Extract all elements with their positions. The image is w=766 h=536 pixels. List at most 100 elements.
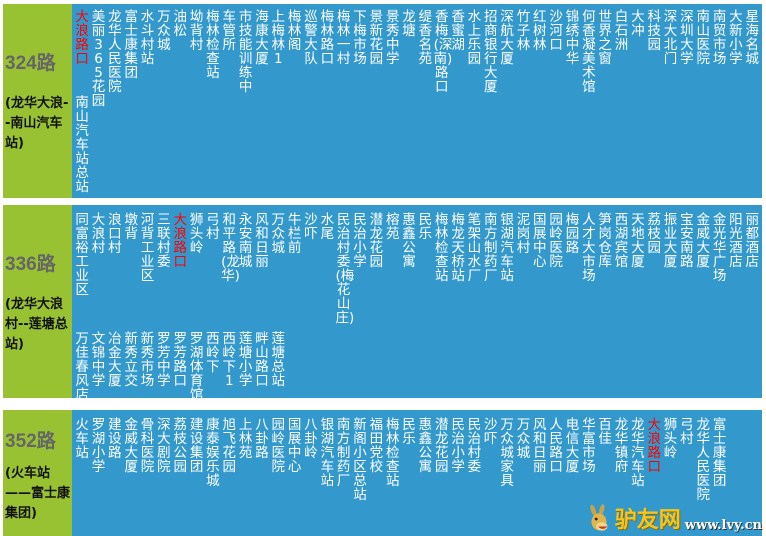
stop: 富士康集团 [712, 417, 727, 489]
route-stops: 同富裕工业区大浪村浪口村墩背河背工业区三联村委大浪路口狮头岭弓村和平路 (龙 华) 永… [72, 205, 762, 402]
logo-text: 驴友网 [614, 508, 681, 533]
stop-line: 同富裕工业区大浪村浪口村墩背河背工业区三联村委大浪路口狮头岭弓村和平路 (龙 华) 永… [74, 213, 760, 325]
stop: 南山医院 [696, 9, 710, 67]
stop: 梅林检查站 [385, 417, 400, 489]
stop: 天地大厦 [631, 212, 645, 270]
stop: 水斗村站 [140, 9, 155, 67]
stop: 骨科医院 [140, 417, 155, 475]
stop-line: 南山汽车站总站 [74, 96, 90, 194]
stop: 水上乐园 [467, 9, 482, 67]
stop: 市技能训练中 [238, 9, 253, 95]
stop: 文锦中学 [91, 331, 106, 389]
watermark-logo: 驴友网 www.lvy.cn [587, 504, 762, 534]
stop: 景新花园 [369, 9, 384, 67]
stop: 和平路 (龙 华) [221, 212, 240, 284]
stop: 龙华人民医院 [696, 417, 710, 503]
stop: 梅林检查站 [434, 212, 449, 284]
route-description: (火车站——富士康集团) [5, 466, 71, 521]
stop: 车管所 [222, 9, 237, 53]
stop: 红树林 [533, 9, 547, 53]
stop: 八卦路 [255, 417, 269, 461]
stop: 民乐 [418, 212, 433, 242]
route-number: 336路 [5, 254, 56, 275]
stop: 冶金大厦 [108, 331, 122, 389]
stop: 罗芳路口 [173, 331, 187, 389]
stop: 八卦岭 [304, 417, 318, 461]
route-description: (龙华大浪村--莲塘总站) [5, 297, 68, 352]
stop: 万众城家具 [500, 417, 514, 489]
stop: 景秀中学 [385, 9, 400, 67]
stop: 南山汽车站总站 [75, 95, 89, 195]
stop: 福田党校 [369, 417, 384, 475]
route-header: 324路 (龙华大浪--南山汽车站) [3, 4, 72, 198]
stop: 富士康集团 [124, 9, 138, 81]
stop: 巡警大队 [304, 9, 318, 67]
stop: 竹子林 [516, 9, 531, 53]
stop: 深大剧院 [157, 417, 171, 475]
stop: 油松 [173, 9, 187, 39]
stop: 银湖汽车站 [500, 212, 514, 284]
stop: 香梅 (深 南) 路口 [433, 9, 453, 95]
stop: 世界之窗 [598, 9, 612, 67]
stop: 龙华镇府 [614, 417, 629, 475]
stop: 锦绣中华 [565, 9, 580, 67]
stop: 水尾 [320, 212, 335, 242]
stop: 罗湖小学 [91, 417, 106, 475]
stop: 金光华广场 [712, 212, 727, 284]
stop: 何香凝美术馆 [582, 9, 596, 95]
stop: 南方制药厂 [484, 212, 498, 284]
stop: 笋岗仓库 [598, 212, 612, 270]
route-number: 324路 [5, 53, 56, 74]
stop: 潜龙花园 [434, 417, 449, 475]
stop: 永安南城 [238, 212, 253, 270]
stop: 牛栏前 [287, 212, 302, 256]
stop: 振业大厦 [663, 212, 678, 270]
stop: 弓村 [680, 417, 694, 447]
stop: 坳背村 [189, 9, 204, 53]
route-header: 352路 (火车站——富士康集团) [3, 410, 72, 536]
stop-highlighted: 大浪路口 [75, 9, 89, 67]
stop: 荔枝园 [647, 212, 661, 256]
stop: 荔枝公园 [173, 417, 187, 475]
stop: 丽都酒店 [745, 212, 760, 270]
stop: 国展中心 [533, 212, 547, 270]
stop: 康泰娱乐城 [206, 417, 220, 489]
route-stops: 火车站罗湖小学建设路金威大厦骨科医院深大剧院荔枝公园建设集团康泰娱乐城旭飞花园上… [72, 410, 762, 536]
stop: 惠鑫公寓 [418, 417, 433, 475]
stop: 浪口村 [108, 212, 122, 256]
stop: 榕苑 [385, 212, 400, 242]
stop: 狮头岭 [189, 212, 204, 256]
stop: 梅林路口 [320, 9, 335, 67]
stop: 梅龙天桥站 [451, 212, 465, 284]
stop: 招商银行大厦 [484, 9, 498, 95]
stop: 畔山路口 [255, 331, 269, 389]
stop: 海康大厦 [255, 9, 269, 67]
stop: 南方制药厂 [336, 417, 351, 489]
stop: 弓村 [206, 212, 220, 242]
stop: 华富市场 [582, 417, 596, 475]
stop: 梅园路 [565, 212, 580, 256]
stop: 人民路口 [549, 417, 563, 475]
stop: 缇香名苑 [418, 9, 433, 67]
stop: 科技园 [647, 9, 661, 53]
stop: 风和日丽 [255, 212, 269, 270]
stop-line: 万佳春风店文锦中学冶金大厦新秀立交新秀市场罗芳中学罗芳路口罗湖体育馆西岭下西岭下… [74, 332, 286, 402]
stop: 龙华人民医院 [108, 9, 122, 95]
stop: 罗芳中学 [157, 331, 171, 389]
stop-highlighted: 大浪路口 [173, 212, 187, 270]
stop: 笔架山水厂 [467, 212, 482, 284]
stop: 人才大市场 [582, 212, 596, 284]
stop: 罗湖体育馆 [189, 331, 204, 403]
route-row: 336路 (龙华大浪村--莲塘总站) 同富裕工业区大浪村浪口村墩背河背工业区三联村委… [3, 205, 762, 402]
stop: 万众城 [271, 212, 286, 256]
stop: 建设集团 [189, 417, 204, 475]
stop: 大冲 [631, 9, 645, 39]
stop: 沙河口 [549, 9, 563, 53]
stop: 建设路 [108, 417, 122, 461]
stop: 梅林一村 [336, 9, 351, 67]
stop: 三联村委 [157, 212, 171, 270]
stop: 河背工业区 [140, 212, 155, 284]
